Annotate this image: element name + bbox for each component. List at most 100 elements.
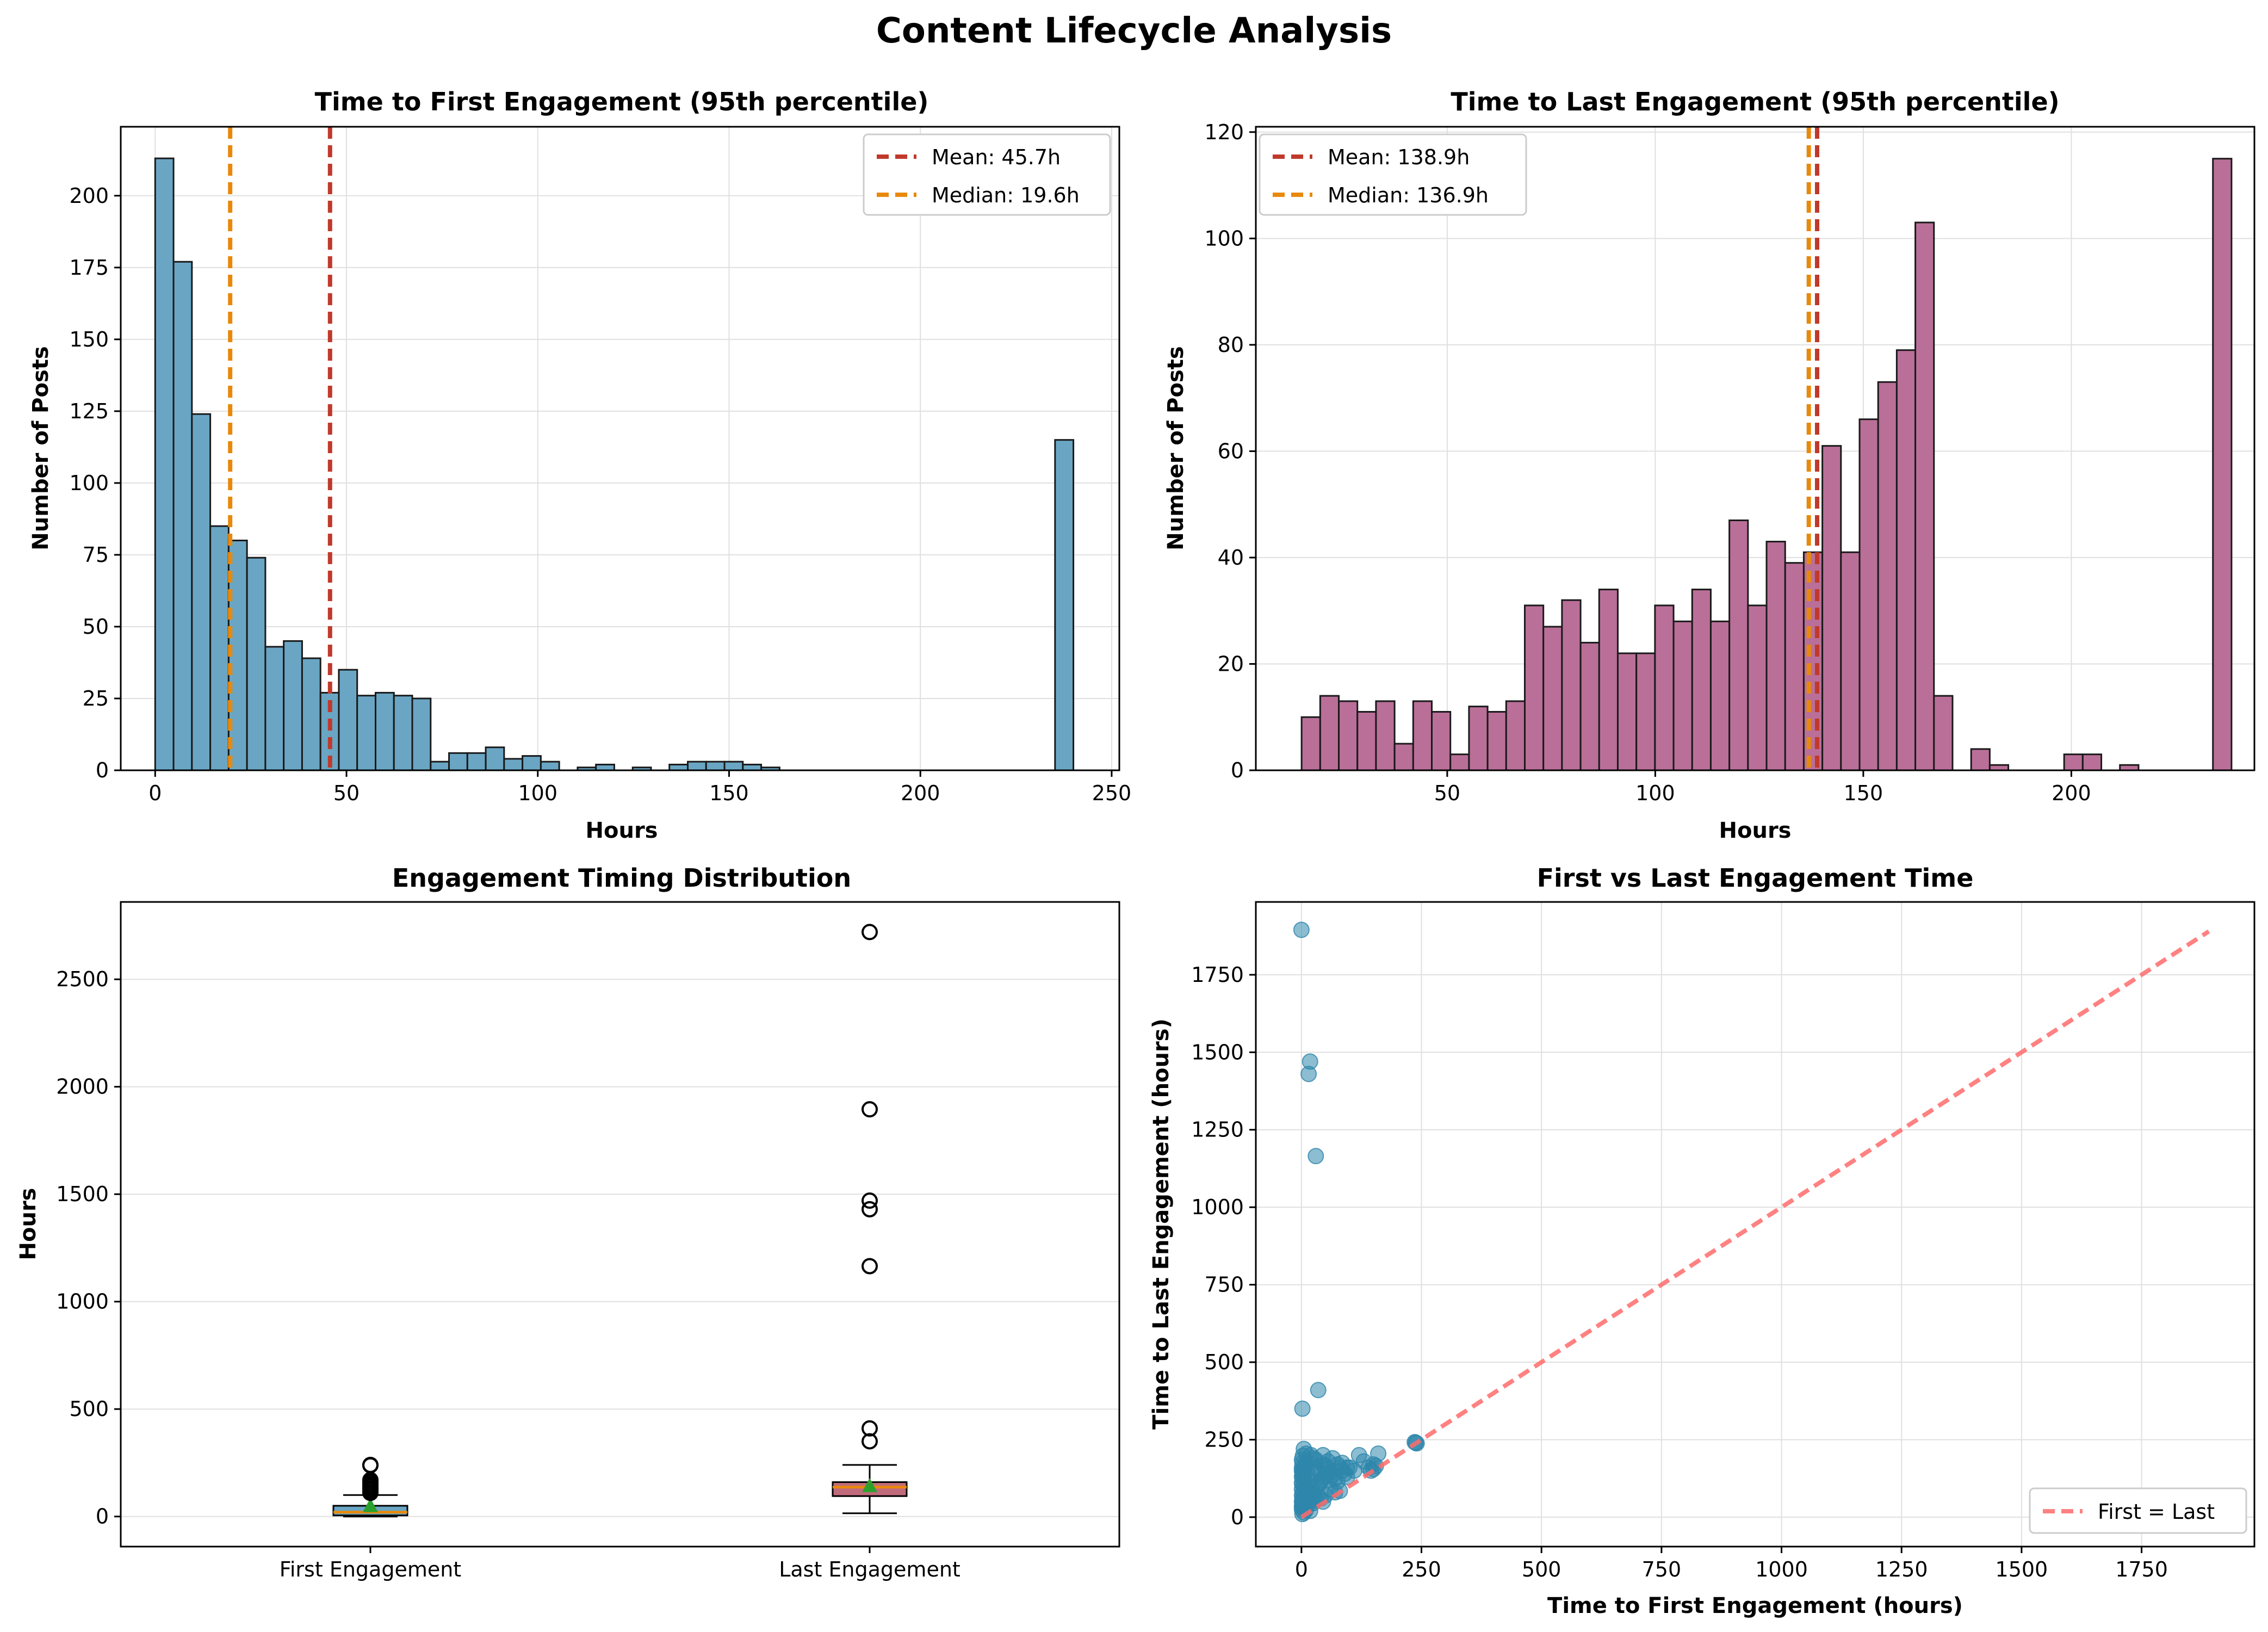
histogram-bar — [1654, 604, 1675, 771]
histogram-bar — [1895, 349, 1917, 771]
y-tick-label: 60 — [1218, 439, 1244, 463]
outlier-point — [862, 1201, 878, 1217]
histogram-bar — [448, 752, 468, 771]
panel-box-plot: Engagement Timing Distribution 0 500 1000 1… — [16, 863, 1120, 1581]
histogram-bar — [430, 761, 450, 771]
y-tick-label: 1000 — [56, 1290, 109, 1314]
histogram-bar — [1709, 620, 1731, 771]
histogram-bar — [393, 695, 413, 771]
histogram-bar — [1858, 418, 1879, 771]
histogram-bar — [1914, 221, 1935, 771]
y-tick-label: 200 — [69, 184, 109, 208]
histogram-bar — [338, 669, 358, 771]
x-tick-label: 200 — [2052, 781, 2091, 805]
plot-area: 0 250 500 750 1000 1250 1500 1750 0 250 500 750 1000… — [1191, 901, 2255, 1581]
histogram-bar — [1765, 541, 1786, 771]
histogram-bar — [742, 763, 763, 771]
y-tick-label: 750 — [1204, 1273, 1244, 1297]
outlier-point — [862, 1192, 878, 1209]
histogram-bar — [522, 755, 542, 771]
legend-median-label: Median: 19.6h — [932, 183, 1080, 207]
panel-title: First vs Last Engagement Time — [1537, 863, 1974, 893]
histogram-bar — [1338, 700, 1359, 771]
y-tick-label: 150 — [69, 327, 109, 351]
mean-marker — [363, 1498, 378, 1512]
y-tick-label: 25 — [83, 687, 109, 710]
panel-scatter: First vs Last Engagement Time 0 250 500 750… — [1149, 863, 2255, 1618]
axes-frame — [1255, 126, 2255, 771]
y-tick-label: 20 — [1218, 652, 1244, 676]
y-tick-label: 100 — [1204, 226, 1244, 250]
panel-title: Engagement Timing Distribution — [392, 863, 851, 893]
histogram-bar — [503, 758, 524, 771]
axes-frame — [120, 901, 1120, 1548]
histogram-bar — [1319, 695, 1340, 771]
histogram-bar — [668, 763, 689, 771]
outlier-point — [862, 1433, 878, 1450]
histogram-bar — [1747, 604, 1768, 771]
scatter-point — [1339, 1459, 1355, 1476]
histogram-bar — [1877, 381, 1898, 771]
histogram-bar — [209, 525, 230, 771]
x-tick-label: First Engagement — [280, 1557, 461, 1581]
y-tick-label: 500 — [1204, 1350, 1244, 1374]
x-tick-label: 1000 — [1755, 1557, 1808, 1581]
x-tick-label: 250 — [1092, 781, 1132, 805]
axes-frame — [1255, 901, 2255, 1548]
x-tick-label: 0 — [148, 781, 162, 805]
y-tick-label: 125 — [69, 399, 109, 423]
y-tick-label: 1000 — [1191, 1195, 1244, 1219]
histogram-bar — [172, 261, 193, 771]
histogram-bar — [1523, 604, 1545, 771]
histogram-bar — [283, 640, 303, 771]
histogram-bar — [1449, 753, 1470, 771]
scatter-point — [1321, 1472, 1338, 1488]
histogram-bar — [1300, 716, 1321, 771]
outlier-point — [862, 1101, 878, 1118]
histogram-bar — [411, 697, 432, 771]
histogram-bar — [705, 761, 726, 771]
y-tick-label: 75 — [83, 543, 109, 567]
legend-mean-label: Mean: 45.7h — [932, 145, 1061, 169]
scatter-point — [1294, 1400, 1311, 1417]
y-tick-label: 40 — [1218, 546, 1244, 570]
y-tick-label: 50 — [83, 615, 109, 639]
y-tick-label: 1500 — [1191, 1040, 1244, 1064]
x-axis-label: Hours — [1719, 818, 1792, 843]
legend: Mean: 138.9h Median: 136.9h — [1259, 133, 1527, 216]
histogram-bar — [540, 761, 560, 771]
diagonal-line — [1300, 929, 2210, 1519]
x-tick-label: 150 — [1844, 781, 1883, 805]
outlier-point — [862, 1420, 878, 1437]
mean-marker — [862, 1478, 877, 1492]
histogram-bar — [1412, 700, 1433, 771]
histogram-bar — [1970, 748, 1991, 771]
legend-frame — [863, 133, 1111, 216]
x-tick-label: 100 — [1635, 781, 1675, 805]
legend-frame — [2029, 1487, 2247, 1534]
plot-area: 0 500 1000 1500 2000 2500 First Engagement Last… — [56, 901, 1120, 1581]
y-tick-label: 1750 — [1191, 963, 1244, 987]
x-tick-label: 150 — [709, 781, 749, 805]
y-tick-label: 1500 — [56, 1182, 109, 1206]
x-tick-label: Last Engagement — [779, 1557, 961, 1581]
histogram-bar — [374, 691, 395, 771]
y-tick-label: 175 — [69, 256, 109, 280]
x-tick-label: 100 — [518, 781, 557, 805]
y-tick-label: 2500 — [56, 967, 109, 991]
histogram-bar — [1840, 551, 1861, 771]
histogram-bar — [1784, 562, 1805, 771]
legend-diagonal-label: First = Last — [2098, 1500, 2215, 1524]
x-tick-label: 1250 — [1875, 1557, 1928, 1581]
histogram-bar — [2063, 753, 2084, 771]
y-tick-label: 0 — [1231, 758, 1244, 782]
x-tick-label: 250 — [1402, 1557, 1441, 1581]
histogram-bar — [1616, 652, 1638, 771]
legend-mean-label: Mean: 138.9h — [1328, 145, 1470, 169]
histogram-bar — [1802, 551, 1824, 771]
legend: First = Last — [2029, 1487, 2247, 1534]
x-tick-label: 200 — [901, 781, 940, 805]
panel-last-engagement: Time to Last Engagement (95th percentile… — [1163, 87, 2255, 843]
x-tick-label: 50 — [333, 781, 360, 805]
